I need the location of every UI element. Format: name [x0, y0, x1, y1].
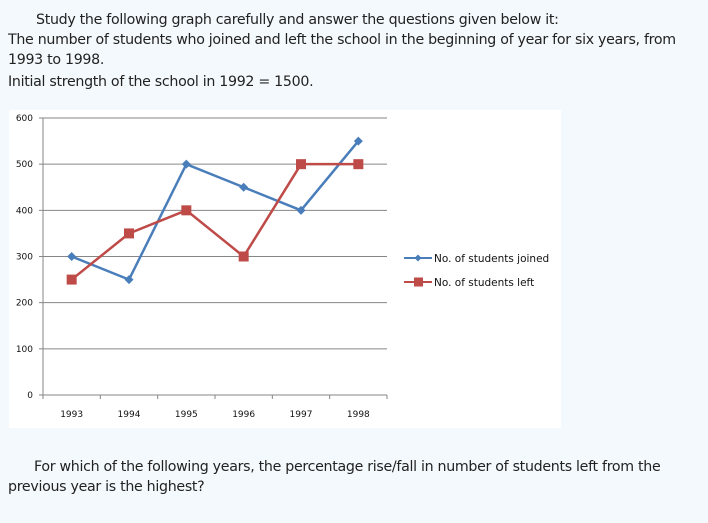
data-point	[181, 159, 191, 169]
y-tick-label: 200	[16, 299, 33, 309]
y-tick-label: 400	[16, 206, 33, 216]
intro-line-2: The number of students who joined and le…	[8, 32, 676, 48]
x-tick-label: 1995	[175, 410, 198, 420]
intro-line-3: 1993 to 1998.	[8, 52, 105, 68]
y-tick-label: 600	[16, 114, 33, 124]
line-chart: 0 100 200 300 400 500 600 1993 1994 1995 1996 1997 1…	[16, 114, 549, 420]
series-line-0	[71, 140, 360, 282]
data-point	[66, 274, 77, 285]
y-tick-label: 300	[16, 253, 33, 263]
intro-line-4: Initial strength of the school in 1992 =…	[8, 74, 314, 90]
data-point	[181, 205, 192, 216]
data-point	[239, 182, 249, 192]
legend-label: No. of students left	[434, 277, 534, 289]
data-point	[353, 136, 363, 146]
data-point	[67, 252, 77, 261]
series-line-1	[70, 162, 359, 281]
question-line-1: For which of the following years, the pe…	[34, 459, 661, 475]
y-tick-label: 100	[16, 345, 33, 355]
x-tick-label: 1998	[347, 410, 370, 420]
data-point	[353, 159, 364, 170]
y-tick-label: 0	[27, 391, 33, 401]
chart-area: 0 100 200 300 400 500 600 1993 1994 1995 1996 1997 1…	[9, 110, 561, 428]
x-tick-label: 1996	[232, 410, 255, 420]
x-tick-label: 1994	[118, 410, 141, 420]
data-point	[124, 275, 134, 285]
data-point	[238, 251, 249, 262]
legend-label: No. of students joined	[434, 253, 549, 265]
data-point	[124, 228, 134, 239]
y-tick-label: 500	[16, 160, 33, 170]
intro-line-1: Study the following graph carefully and …	[36, 12, 559, 28]
legend-marker	[414, 254, 422, 262]
legend-marker	[414, 277, 423, 287]
data-point	[296, 205, 306, 215]
question-line-2: previous year is the highest?	[8, 479, 205, 495]
x-tick-label: 1997	[290, 410, 313, 420]
x-tick-label: 1993	[60, 410, 83, 420]
data-point	[296, 159, 306, 170]
